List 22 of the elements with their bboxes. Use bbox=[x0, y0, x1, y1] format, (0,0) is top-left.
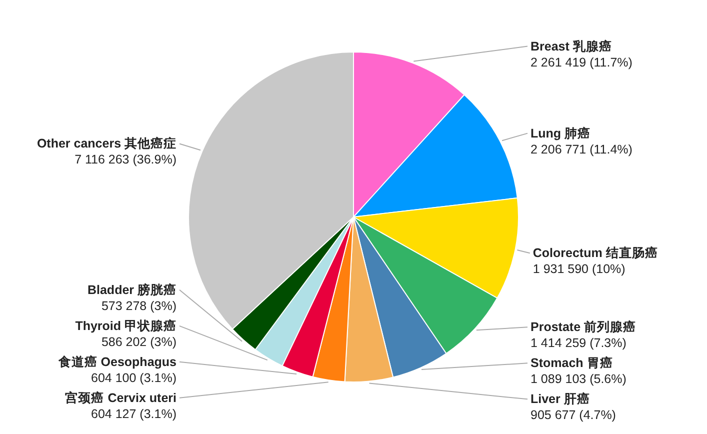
data-label: 604 100 (3.1%) bbox=[91, 370, 176, 385]
slice-label: 食道癌 Oesophagus bbox=[57, 354, 177, 369]
slice-label: Prostate 前列腺癌 bbox=[530, 319, 636, 334]
slice-label: Lung 肺癌 bbox=[530, 125, 591, 140]
data-label: 905 677 (4.7%) bbox=[530, 408, 616, 422]
data-label: 1 089 103 (5.6%) bbox=[530, 372, 626, 386]
slice-label: Other cancers 其他癌症 bbox=[36, 136, 176, 151]
data-label: 586 202 (3%) bbox=[101, 334, 176, 349]
slice-label: Colorectum 结直肠癌 bbox=[532, 245, 658, 260]
data-label: 1 931 590 (10%) bbox=[532, 262, 626, 276]
slice-label: Thyroid 甲状腺癌 bbox=[75, 318, 176, 333]
data-label: 573 278 (3%) bbox=[101, 298, 176, 313]
slice-label: Bladder 膀胱癌 bbox=[87, 282, 176, 297]
data-label: 2 206 771 (11.4%) bbox=[530, 142, 632, 156]
slice-label: Stomach 胃癌 bbox=[530, 355, 613, 370]
slice-label: 宫颈癌 Cervix uteri bbox=[65, 390, 176, 405]
slice-label: Liver 肝癌 bbox=[530, 391, 590, 406]
data-label: 7 116 263 (36.9%) bbox=[74, 152, 176, 167]
data-label: 604 127 (3.1%) bbox=[91, 406, 176, 421]
data-label: 1 414 259 (7.3%) bbox=[530, 336, 626, 350]
data-label: 2 261 419 (11.7%) bbox=[530, 55, 632, 70]
slice-label: Breast 乳腺癌 bbox=[530, 38, 612, 54]
